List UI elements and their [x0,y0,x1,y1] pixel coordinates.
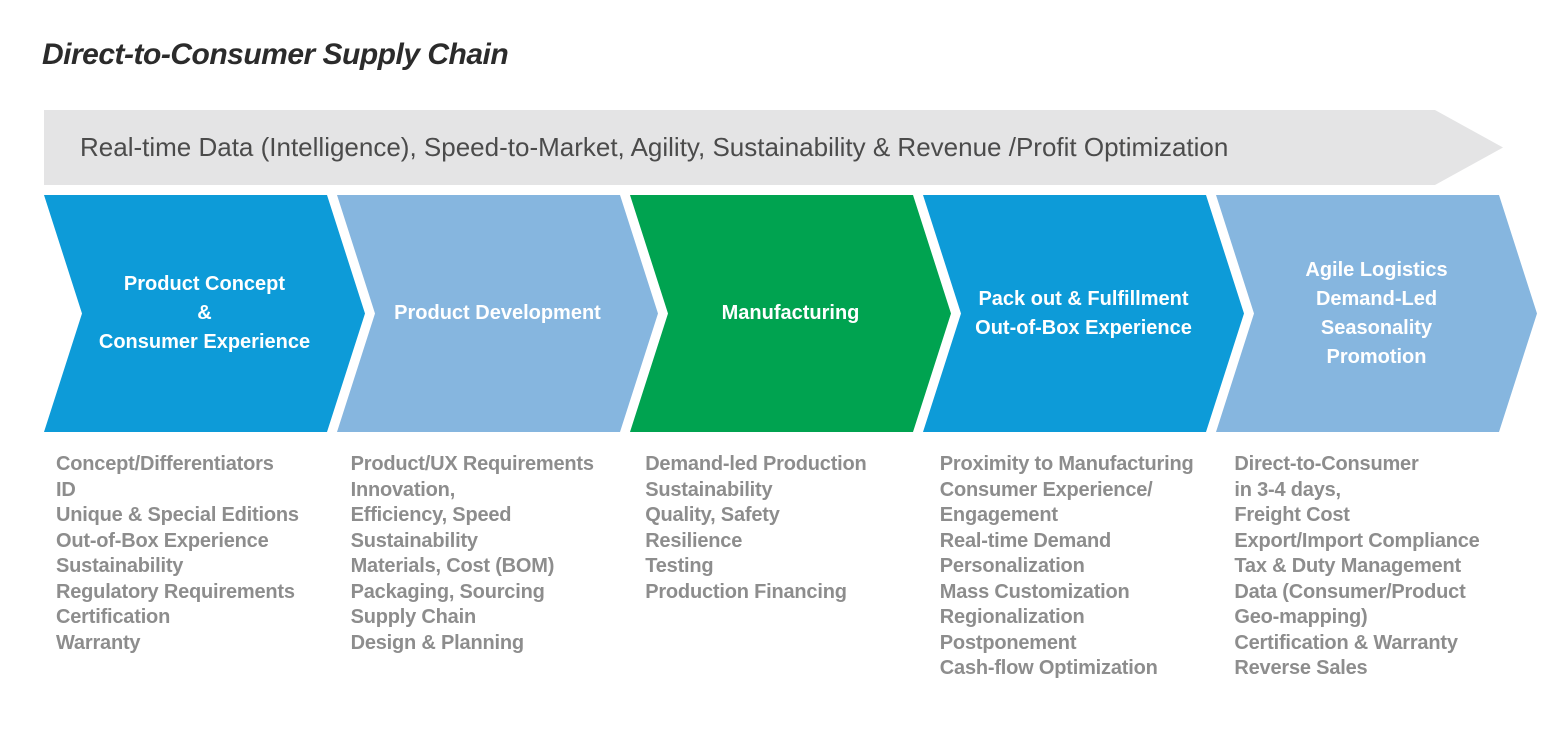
stage-list-item: Resilience [645,529,743,552]
page-title: Direct-to-Consumer Supply Chain [42,38,509,71]
stage-list-item: Production Financing [645,580,847,603]
stage-list-item: Regionalization [939,606,1085,628]
stage-arrow-2: Product Development [337,195,658,432]
stage-lists-row: Concept/Differentiators ID Unique & Specia… [44,452,1537,682]
stage-arrow-label: Product Concept & Consumer Experience [69,270,340,357]
stage-list-item: Efficiency, Speed [350,504,512,526]
stage-list-item: Postponement [939,631,1077,654]
stage-list-item: Consumer Experience/ [939,478,1153,501]
stage-list-item: Certification [56,606,171,628]
stage-list-item: Sustainability [350,529,478,552]
stage-arrow-label-line: Out-of-Box Experience [975,316,1192,339]
stage-list-item: Testing [645,555,714,577]
stage-list-item: Demand-led Production [645,453,867,475]
stage-arrow-label-line: Product Development [394,302,601,324]
stage-list-item: Cash-flow Optimization [939,657,1158,679]
stage-list-item: Warranty [56,631,141,654]
stage-list-item: Reverse Sales [1234,657,1368,679]
stage-arrow-label-line: Product Concept [123,273,286,295]
stage-arrow-5: Agile Logistics Demand-Led Seasonality Prom… [1216,195,1537,432]
stage-list-item: Concept/Differentiators [56,453,274,475]
stage-list-item: Unique & Special Editions [56,504,299,526]
stage-arrow-1: Product Concept & Consumer Experience [44,195,365,432]
stage-list-1: Concept/Differentiators ID Unique & Specia… [44,452,359,682]
stage-list-item: Data (Consumer/Product [1234,580,1466,603]
stage-arrow-label-line: Agile Logistics [1305,258,1448,281]
stage-list-item: Out-of-Box Experience [56,529,269,552]
stage-list-2: Product/UX Requirements Innovation, Effici… [331,452,654,682]
stage-list-4: Proximity to Manufacturing Consumer Exper… [920,452,1243,682]
stage-arrow-label-line: Manufacturing [721,302,860,324]
stage-list-item: Materials, Cost (BOM) [350,555,555,577]
stage-list-item: in 3-4 days, [1234,478,1341,501]
stage-list-item: Design & Planning [350,631,524,654]
banner-text: Real-time Data (Intelligence), Speed-to-… [80,132,1229,162]
stage-arrow-label-line: Pack out & Fulfillment [978,287,1189,310]
stage-list-item: Sustainability [645,478,773,501]
stage-arrow-label: Pack out & Fulfillment Out-of-Box Experie… [945,285,1222,343]
stage-arrow-4: Pack out & Fulfillment Out-of-Box Experie… [923,195,1244,432]
stage-list-5: Direct-to-Consumer in 3-4 days, Freight Co… [1214,452,1537,682]
stage-list-item: Quality, Safety [645,504,780,526]
stage-list-3: Demand-led Production Sustainability Quali… [625,452,948,682]
stage-arrow-label-line: Seasonality [1320,316,1433,339]
stage-list-item: Innovation, [350,478,456,501]
stage-arrow-label-line: & [197,302,212,324]
stage-list-item: Packaging, Sourcing [350,580,545,603]
stage-arrow-3: Manufacturing [630,195,951,432]
stage-list-item: Freight Cost [1234,504,1350,526]
stage-arrow-label-line: Consumer Experience [98,331,311,353]
stage-list-item: Personalization [939,555,1085,577]
stage-list-item: Proximity to Manufacturing [939,453,1194,475]
stage-list-item: Tax & Duty Management [1234,555,1461,577]
stage-arrows-row: Product Concept & Consumer Experience Produ… [44,195,1537,432]
stage-list-item: Certification & Warranty [1234,631,1458,654]
stage-list-item: ID [56,478,76,501]
stage-list-item: Regulatory Requirements [56,580,295,603]
stage-arrow-label-line: Demand-Led [1315,287,1438,310]
stage-arrow-label-line: Promotion [1326,345,1427,368]
stage-list-item: Direct-to-Consumer [1234,453,1419,475]
stage-list-item: Export/Import Compliance [1234,529,1480,552]
stage-arrow-label: Product Development [364,299,631,328]
stage-arrow-label: Agile Logistics Demand-Led Seasonality Prom… [1275,256,1477,372]
top-banner-arrow: Real-time Data (Intelligence), Speed-to-… [44,110,1503,185]
stage-list-item: Real-time Demand [939,529,1112,552]
stage-list-item: Product/UX Requirements [350,453,594,475]
stage-list-item: Sustainability [56,555,184,577]
stage-list-item: Mass Customization [939,580,1130,603]
stage-list-item: Geo-mapping) [1234,606,1368,628]
stage-list-item: Engagement [939,504,1058,526]
stage-list-item: Supply Chain [350,606,477,628]
stage-arrow-label: Manufacturing [692,299,890,328]
